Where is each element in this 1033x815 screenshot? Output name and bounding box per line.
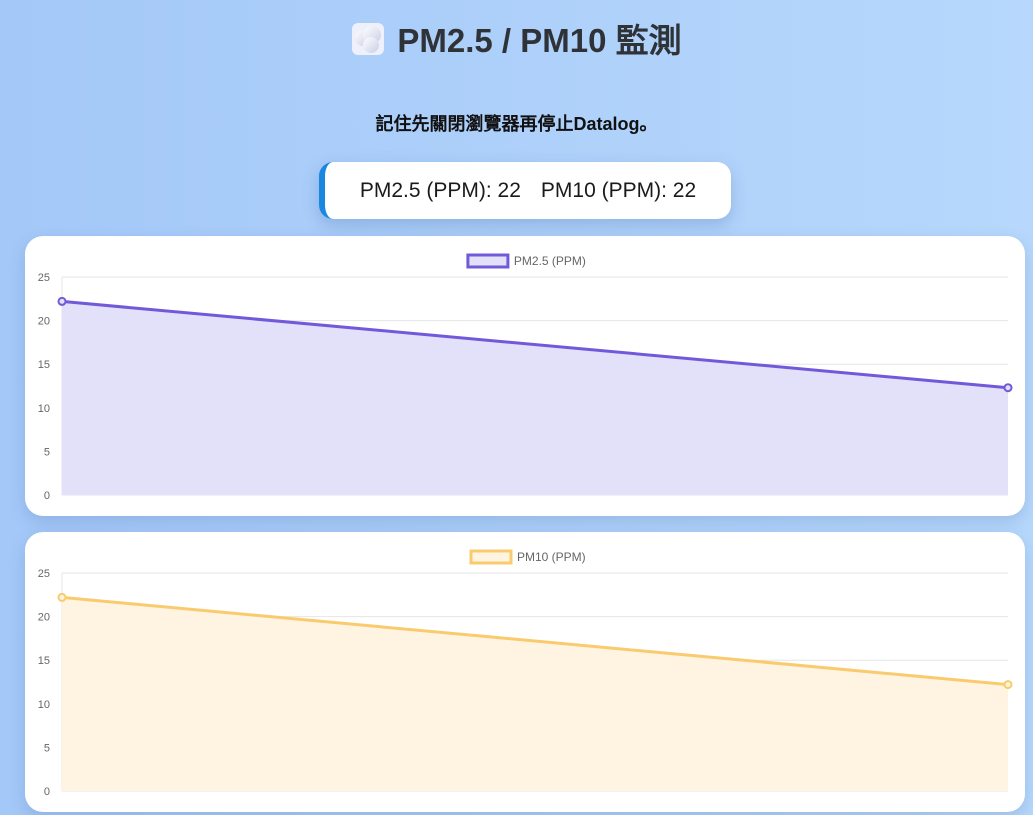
pm25-y-tick-label: 15 — [38, 359, 50, 371]
pm25-chart: 0 5 10 15 20 25 PM2.5 (PPM) — [38, 253, 1013, 502]
pm25-data-point[interactable] — [57, 296, 67, 306]
pm10-y-tick-label: 10 — [38, 699, 50, 711]
pm10-chart: 0 5 10 15 20 25 PM10 (PPM) — [38, 549, 1013, 798]
subtitle-note: 記住先關閉瀏覽器再停止Datalog。 — [375, 114, 658, 134]
pm25-readout-label: PM2.5 (PPM): — [359, 178, 492, 202]
pm25-y-tick-label: 5 — [44, 446, 50, 458]
pm10-legend-swatch[interactable] — [469, 549, 513, 565]
pm10-area-fill — [62, 597, 1008, 791]
pm10-y-tick-label: 5 — [44, 742, 50, 754]
pm25-readout-value: 22 — [497, 178, 521, 202]
current-readout: PM2.5 (PPM): 22 PM10 (PPM): 22 — [319, 162, 731, 219]
pm10-readout-label: PM10 (PPM): — [540, 178, 667, 202]
pm10-data-point[interactable] — [57, 592, 67, 602]
page-title: PM2.5 / PM10 監測 — [0, 18, 1033, 64]
pm25-series-line — [61, 299, 1009, 390]
pm10-y-tick-label: 0 — [44, 786, 50, 798]
pm10-legend-label[interactable]: PM10 (PPM) — [517, 550, 586, 564]
pm10-y-tick-label: 20 — [38, 612, 50, 624]
pm10-readout-value: 22 — [672, 178, 697, 202]
pm25-y-tick-label: 10 — [38, 403, 50, 415]
pm25-data-point[interactable] — [1003, 383, 1013, 393]
pm25-legend-swatch[interactable] — [466, 253, 510, 269]
pm25-chart-card: 0 5 10 15 20 25 PM2.5 (PPM) — [25, 236, 1025, 516]
pm25-legend-label[interactable]: PM2.5 (PPM) — [514, 254, 586, 268]
pm25-y-tick-label: 20 — [38, 316, 50, 328]
pm10-y-tick-label: 25 — [38, 568, 50, 580]
pm10-chart-card: 0 5 10 15 20 25 PM10 (PPM) — [25, 532, 1025, 812]
pm10-y-tick-label: 15 — [38, 655, 50, 667]
pm10-data-point[interactable] — [1003, 680, 1013, 690]
pm25-area-fill — [62, 301, 1008, 495]
pm25-y-tick-label: 0 — [44, 490, 50, 502]
pm25-y-tick-label: 25 — [38, 272, 50, 284]
pm10-series-line — [61, 595, 1009, 687]
page-title-text: PM2.5 / PM10 監測 — [397, 22, 682, 59]
cloud-icon — [352, 23, 385, 55]
